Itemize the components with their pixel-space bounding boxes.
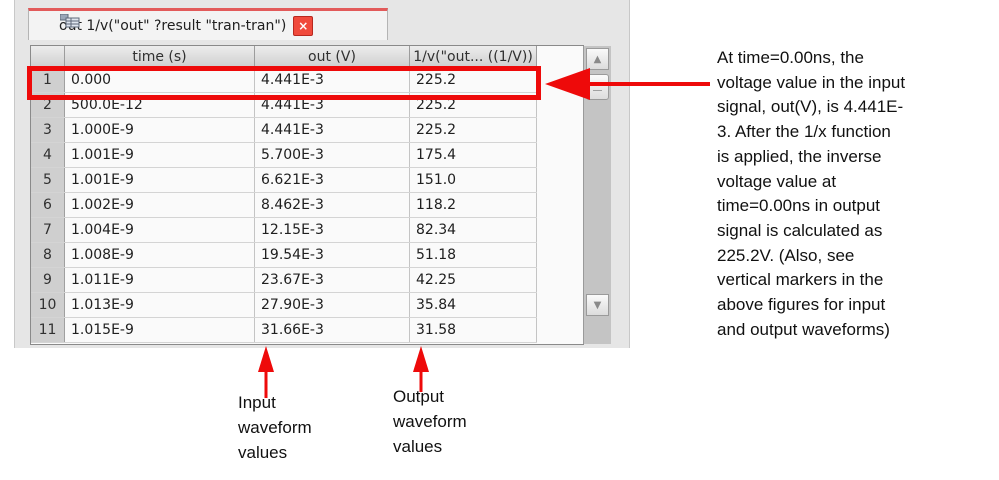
vertical-scrollbar[interactable]: ▲ ▼ xyxy=(583,46,611,344)
table-row[interactable]: 2 500.0E-12 4.441E-3 225.2 xyxy=(31,93,537,118)
inverse-cell: 31.58 xyxy=(410,318,537,342)
time-cell: 1.011E-9 xyxy=(65,268,255,292)
callout-line: 3. After the 1/x function xyxy=(717,122,891,142)
explanation-callout: At time=0.00ns, the voltage value in the … xyxy=(717,46,957,342)
row-number-header xyxy=(31,46,65,68)
scroll-thumb[interactable] xyxy=(586,74,609,100)
row-number: 8 xyxy=(31,243,65,267)
time-cell: 1.001E-9 xyxy=(65,143,255,167)
callout-line: At time=0.00ns, the xyxy=(717,48,864,67)
time-cell: 500.0E-12 xyxy=(65,93,255,117)
inverse-cell: 151.0 xyxy=(410,168,537,192)
callout-line: signal is calculated as xyxy=(717,220,883,240)
column-header-inverse[interactable]: 1/v("out... ((1/V)) xyxy=(410,46,537,68)
input-label-line: Input xyxy=(238,393,276,412)
out-cell: 4.441E-3 xyxy=(255,68,410,92)
scroll-down-icon[interactable]: ▼ xyxy=(586,294,609,316)
output-waveform-label: Output waveform values xyxy=(393,384,513,459)
callout-line: 225.2V. (Also, see xyxy=(717,245,855,265)
row-number: 7 xyxy=(31,218,65,242)
inverse-cell: 225.2 xyxy=(410,118,537,142)
out-cell: 12.15E-3 xyxy=(255,218,410,242)
callout-line: and output waveforms) xyxy=(717,319,890,339)
inverse-cell: 51.18 xyxy=(410,243,537,267)
input-waveform-label: Input waveform values xyxy=(238,390,358,465)
column-header-time[interactable]: time (s) xyxy=(65,46,255,68)
time-cell: 1.015E-9 xyxy=(65,318,255,342)
inverse-cell: 118.2 xyxy=(410,193,537,217)
table-row[interactable]: 5 1.001E-9 6.621E-3 151.0 xyxy=(31,168,537,193)
row-number: 10 xyxy=(31,293,65,317)
table-row[interactable]: 11 1.015E-9 31.66E-3 31.58 xyxy=(31,318,537,343)
inverse-cell: 225.2 xyxy=(410,93,537,117)
output-label-line: values xyxy=(393,437,443,456)
table-row[interactable]: 10 1.013E-9 27.90E-3 35.84 xyxy=(31,293,537,318)
out-cell: 27.90E-3 xyxy=(255,293,410,317)
results-tab[interactable]: out 1/v("out" ?result "tran-tran") × xyxy=(28,8,388,40)
callout-line: signal, out(V), is 4.441E- xyxy=(717,97,904,117)
table-window-icon xyxy=(60,14,80,28)
input-label-line: waveform xyxy=(238,418,312,437)
time-cell: 1.001E-9 xyxy=(65,168,255,192)
table-row[interactable]: 8 1.008E-9 19.54E-3 51.18 xyxy=(31,243,537,268)
row-number: 1 xyxy=(31,68,65,92)
row-highlight-box xyxy=(27,66,541,100)
table-row[interactable]: 3 1.000E-9 4.441E-3 225.2 xyxy=(31,118,537,143)
time-cell: 1.008E-9 xyxy=(65,243,255,267)
out-cell: 6.621E-3 xyxy=(255,168,410,192)
row-number: 9 xyxy=(31,268,65,292)
table-row[interactable]: 1 0.000 4.441E-3 225.2 xyxy=(31,68,537,93)
table-row[interactable]: 6 1.002E-9 8.462E-3 118.2 xyxy=(31,193,537,218)
time-cell: 1.000E-9 xyxy=(65,118,255,142)
callout-line: vertical markers in the xyxy=(717,270,884,290)
callout-line: voltage value in the input xyxy=(717,72,906,92)
table-row[interactable]: 4 1.001E-9 5.700E-3 175.4 xyxy=(31,143,537,168)
callout-line: time=0.00ns in output xyxy=(717,196,881,216)
time-cell: 1.002E-9 xyxy=(65,193,255,217)
out-cell: 8.462E-3 xyxy=(255,193,410,217)
tab-title: out 1/v("out" ?result "tran-tran") xyxy=(59,17,287,34)
inverse-cell: 42.25 xyxy=(410,268,537,292)
out-cell: 5.700E-3 xyxy=(255,143,410,167)
row-number: 5 xyxy=(31,168,65,192)
close-icon[interactable]: × xyxy=(293,15,314,36)
out-cell: 31.66E-3 xyxy=(255,318,410,342)
row-number: 3 xyxy=(31,118,65,142)
out-cell: 19.54E-3 xyxy=(255,243,410,267)
output-label-line: waveform xyxy=(393,412,467,431)
table-row[interactable]: 9 1.011E-9 23.67E-3 42.25 xyxy=(31,268,537,293)
scroll-up-icon[interactable]: ▲ xyxy=(586,48,609,70)
column-header-out[interactable]: out (V) xyxy=(255,46,410,68)
time-cell: 1.013E-9 xyxy=(65,293,255,317)
row-number: 4 xyxy=(31,143,65,167)
callout-line: voltage value at xyxy=(717,171,837,191)
out-cell: 4.441E-3 xyxy=(255,93,410,117)
time-cell: 1.004E-9 xyxy=(65,218,255,242)
callout-line: is applied, the inverse xyxy=(717,146,882,166)
out-cell: 23.67E-3 xyxy=(255,268,410,292)
inverse-cell: 175.4 xyxy=(410,143,537,167)
time-cell: 0.000 xyxy=(65,68,255,92)
inverse-cell: 35.84 xyxy=(410,293,537,317)
table-row[interactable]: 7 1.004E-9 12.15E-3 82.34 xyxy=(31,218,537,243)
out-cell: 4.441E-3 xyxy=(255,118,410,142)
inverse-cell: 82.34 xyxy=(410,218,537,242)
row-number: 11 xyxy=(31,318,65,342)
output-label-line: Output xyxy=(393,387,445,406)
input-label-line: values xyxy=(238,443,288,462)
row-number: 6 xyxy=(31,193,65,217)
callout-line: above figures for input xyxy=(717,295,886,315)
